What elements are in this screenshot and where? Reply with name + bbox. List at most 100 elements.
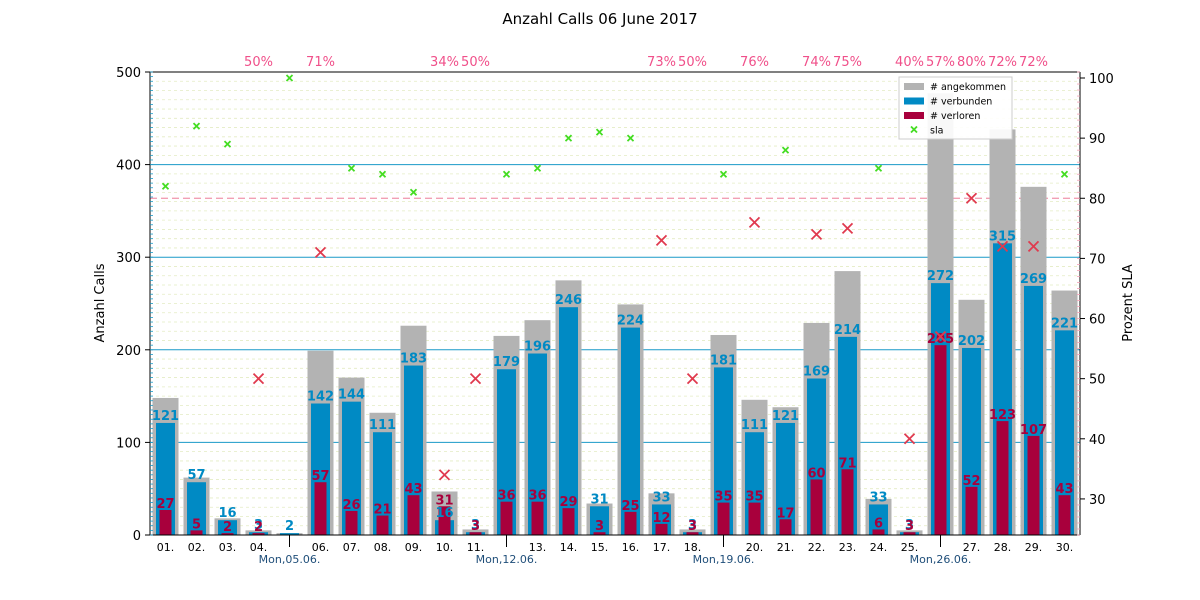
data-label-verbunden: 57 bbox=[187, 468, 205, 483]
week-label: Mon,19.06. bbox=[693, 553, 755, 566]
data-label-verloren: 27 bbox=[156, 497, 174, 512]
bar-verloren bbox=[779, 519, 792, 535]
sla-percent-label: 50% bbox=[678, 55, 707, 70]
y-tick-label: 0 bbox=[133, 529, 141, 544]
data-label-verloren: 71 bbox=[838, 456, 856, 471]
x-tick-label: 29. bbox=[1025, 541, 1043, 554]
data-label-verbunden: 121 bbox=[152, 409, 179, 424]
data-label-verbunden: 16 bbox=[435, 506, 453, 521]
data-label-verbunden: 111 bbox=[741, 418, 768, 433]
legend-label: sla bbox=[930, 126, 943, 137]
bar-verbunden bbox=[497, 369, 516, 535]
bar-verloren bbox=[965, 486, 978, 535]
legend: # angekommen # verbunden # verloren sla bbox=[898, 76, 1013, 140]
data-label-verbunden: 144 bbox=[338, 388, 365, 403]
data-label-verloren: 29 bbox=[559, 495, 577, 510]
sla-below-point bbox=[841, 222, 854, 234]
x-tick-label: 21. bbox=[777, 541, 795, 554]
chart-title: Anzahl Calls 06 June 2017 bbox=[502, 10, 697, 28]
bar-verbunden bbox=[528, 353, 547, 535]
data-label-verbunden: 269 bbox=[1020, 272, 1047, 287]
bar-verloren bbox=[593, 532, 606, 535]
bar-verbunden bbox=[342, 401, 361, 535]
bar-verbunden bbox=[621, 327, 640, 535]
sla-point bbox=[874, 164, 883, 172]
x-tick-label: 16. bbox=[622, 541, 640, 554]
bar-verbunden bbox=[714, 367, 733, 535]
bar-verloren bbox=[407, 495, 420, 535]
x-tick-label: 01. bbox=[157, 541, 175, 554]
sla-percent-label: 57% bbox=[926, 55, 955, 70]
week-label: Mon,12.06. bbox=[476, 553, 538, 566]
sla-percent-label: 73% bbox=[647, 55, 676, 70]
y2-tick-label: 50 bbox=[1089, 373, 1106, 388]
grid bbox=[150, 80, 1080, 527]
data-label-verbunden: 224 bbox=[617, 314, 644, 329]
x-tick-label: 23. bbox=[839, 541, 857, 554]
data-label-verbunden: 111 bbox=[369, 418, 396, 433]
data-label-verbunden: 121 bbox=[772, 409, 799, 424]
bar-verloren bbox=[841, 469, 854, 535]
bar-verbunden bbox=[590, 506, 609, 535]
x-tick-label: 06. bbox=[312, 541, 330, 554]
sla-point bbox=[347, 164, 356, 172]
sla-point bbox=[719, 170, 728, 178]
legend-swatch bbox=[904, 83, 924, 90]
bar-verloren bbox=[345, 510, 358, 535]
x-tick-label: 04. bbox=[250, 541, 268, 554]
y2-axis-label: Prozent SLA bbox=[1121, 264, 1136, 342]
y2-tick-label: 40 bbox=[1089, 433, 1106, 448]
sla-below-point bbox=[934, 330, 947, 343]
sla-point bbox=[502, 170, 511, 178]
data-label-verbunden: 214 bbox=[834, 323, 861, 338]
x-tick-label: 22. bbox=[808, 541, 826, 554]
data-label-verloren: 3 bbox=[905, 519, 914, 534]
sla-marks: 50% 71% 34% 50% 73% 50% 76% 74% 75% 40% 57% 80% 72% 7… bbox=[161, 55, 1069, 481]
bar-verbunden bbox=[404, 365, 423, 535]
sla-point bbox=[285, 74, 294, 82]
sla-point bbox=[378, 170, 387, 178]
data-label-verloren: 2 bbox=[223, 520, 232, 535]
bar-verloren bbox=[252, 533, 265, 535]
sla-below-point bbox=[438, 469, 451, 481]
legend-label: # angekommen bbox=[930, 82, 1006, 93]
x-tick-label: 07. bbox=[343, 541, 361, 554]
x-tick-label: 30. bbox=[1056, 541, 1074, 554]
data-label-verbunden: 169 bbox=[803, 365, 830, 380]
sla-below-point bbox=[252, 373, 265, 385]
y-axis-label: Anzahl Calls bbox=[93, 263, 108, 342]
sla-point bbox=[1060, 170, 1069, 178]
sla-point bbox=[595, 128, 604, 136]
bar-verloren bbox=[438, 506, 451, 535]
sla-below-point bbox=[965, 192, 978, 204]
bar-verloren bbox=[686, 532, 699, 535]
data-label-verbunden: 202 bbox=[958, 334, 985, 349]
data-label-verloren: 3 bbox=[595, 519, 604, 534]
bar-verbunden bbox=[559, 307, 578, 535]
data-label-verloren: 36 bbox=[497, 489, 515, 504]
data-label-verbunden: 246 bbox=[555, 293, 582, 308]
x-tick-label: 27. bbox=[963, 541, 981, 554]
sla-below-point bbox=[655, 234, 668, 247]
sla-percent-label: 50% bbox=[461, 55, 490, 70]
data-label-verloren: 60 bbox=[807, 466, 825, 481]
data-label-verloren: 205 bbox=[927, 332, 954, 347]
data-label-verbunden: 221 bbox=[1051, 316, 1078, 331]
data-label-verbunden: 3 bbox=[905, 518, 914, 533]
legend-swatch bbox=[910, 125, 918, 134]
axes: 0 100 200 300 400 500 30 40 50 60 70 80 90 100 01. 02. 0… bbox=[116, 66, 1114, 566]
legend-label: # verloren bbox=[930, 111, 980, 122]
sla-point bbox=[781, 146, 790, 154]
sla-percent-label: 72% bbox=[1019, 55, 1048, 70]
sla-below-point bbox=[469, 373, 482, 385]
bar-verbunden bbox=[869, 504, 888, 535]
data-label-verloren: 36 bbox=[528, 489, 546, 504]
data-label-verbunden: 315 bbox=[989, 229, 1016, 244]
sla-percent-label: 74% bbox=[802, 55, 831, 70]
sla-point bbox=[564, 134, 573, 142]
data-label-verbunden: 196 bbox=[524, 340, 551, 355]
x-tick-label: 24. bbox=[870, 541, 888, 554]
y2-tick-label: 100 bbox=[1089, 72, 1114, 87]
bar-verloren bbox=[1058, 495, 1071, 535]
